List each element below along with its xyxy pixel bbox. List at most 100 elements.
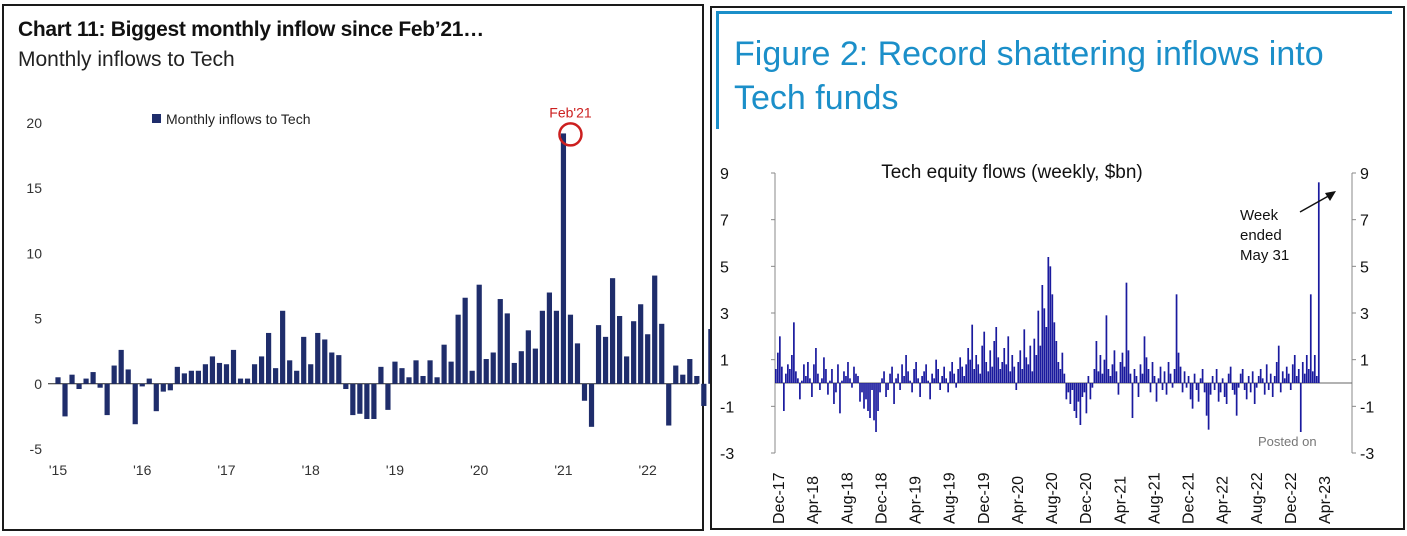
bar [420, 375, 426, 384]
bar [399, 368, 405, 384]
bar [602, 336, 609, 384]
weekly-bar [779, 336, 781, 383]
weekly-bar [1225, 383, 1228, 404]
weekly-bar [1019, 350, 1022, 383]
weekly-bar [1287, 373, 1290, 383]
bar [497, 299, 503, 384]
weekly-bar [1269, 373, 1272, 383]
weekly-bar [1027, 364, 1030, 383]
weekly-bar [1067, 383, 1070, 393]
weekly-bar [1101, 373, 1104, 383]
bar [553, 310, 560, 384]
weekly-bar [943, 366, 945, 383]
y-tick-label: -5 [30, 441, 43, 457]
weekly-bar [1063, 373, 1066, 383]
bar [546, 292, 552, 384]
weekly-bar [1093, 369, 1096, 383]
legend-label: Monthly inflows to Tech [166, 111, 310, 127]
weekly-bar [1083, 383, 1086, 393]
weekly-bar [1119, 362, 1122, 383]
y-tick-label-right: -1 [1360, 399, 1374, 416]
weekly-bar [1299, 383, 1302, 432]
bar [581, 383, 588, 401]
weekly-bar [1167, 362, 1170, 383]
bar [188, 370, 194, 384]
weekly-bar [931, 373, 933, 383]
weekly-bar [1135, 376, 1138, 383]
weekly-bar [935, 359, 937, 383]
weekly-bar [927, 380, 929, 383]
weekly-bar [1317, 182, 1320, 383]
weekly-bar [1047, 257, 1050, 383]
weekly-bar [1105, 315, 1108, 383]
bar [511, 362, 517, 384]
weekly-bar [1211, 376, 1214, 383]
bar [392, 361, 398, 384]
weekly-bar [1001, 362, 1004, 383]
weekly-bar [1087, 376, 1090, 383]
weekly-bar [1065, 383, 1068, 400]
bar [455, 314, 461, 384]
bar [336, 355, 342, 384]
bar [237, 378, 244, 384]
weekly-bar [1095, 341, 1098, 383]
bar [666, 383, 672, 426]
weekly-bar [1013, 366, 1016, 383]
y-tick-label-left: -3 [720, 446, 734, 463]
weekly-bar [939, 383, 941, 390]
weekly-bar [1085, 383, 1088, 414]
weekly-bar [947, 383, 950, 393]
weekly-bar [777, 352, 779, 383]
left-chart-panel: Chart 11: Biggest monthly inflow since F… [2, 4, 783, 531]
bar [160, 383, 166, 392]
weekly-bar [879, 383, 881, 393]
bar [195, 370, 201, 384]
weekly-bar [855, 373, 857, 383]
weekly-bar [985, 362, 988, 383]
annotation-arrowhead [1325, 191, 1336, 201]
weekly-bar [993, 341, 996, 383]
weekly-bar [835, 383, 837, 393]
weekly-bar [1243, 383, 1246, 390]
weekly-bar [813, 364, 815, 383]
weekly-bar [1131, 383, 1134, 418]
weekly-bar [1149, 383, 1152, 393]
weekly-bar [1121, 352, 1124, 383]
weekly-bar [851, 383, 853, 388]
weekly-bar [1249, 383, 1252, 393]
bar [62, 383, 68, 417]
weekly-bar [875, 383, 877, 432]
bar [624, 356, 630, 384]
bar [301, 336, 307, 384]
weekly-bar [929, 383, 931, 400]
bar [673, 365, 679, 384]
weekly-bar [1233, 383, 1236, 395]
bar [617, 315, 623, 384]
weekly-bar [987, 371, 990, 383]
bar [588, 383, 595, 427]
y-tick-label-left: 9 [720, 166, 729, 183]
weekly-bar [1257, 376, 1260, 383]
weekly-bar [787, 364, 789, 383]
y-tick-label-left: 7 [720, 213, 729, 230]
weekly-bar [1153, 376, 1156, 383]
bar [329, 352, 335, 384]
weekly-bar [853, 366, 855, 383]
weekly-bar [837, 364, 839, 383]
bar [251, 364, 258, 384]
weekly-bar [1247, 376, 1250, 383]
weekly-bar [1113, 350, 1116, 383]
weekly-bar [1207, 383, 1210, 430]
weekly-bar [965, 364, 968, 383]
weekly-bar [1171, 383, 1174, 388]
y-tick-label: 20 [26, 115, 42, 131]
x-tick-label: Apr-23 [1317, 476, 1334, 524]
weekly-bar [867, 383, 869, 411]
weekly-bar [1059, 369, 1062, 383]
weekly-bar [1213, 383, 1216, 390]
weekly-bar [785, 373, 787, 383]
weekly-bar [1209, 383, 1212, 395]
weekly-bar [999, 369, 1002, 383]
bar [350, 383, 356, 416]
weekly-bar [1281, 371, 1284, 383]
